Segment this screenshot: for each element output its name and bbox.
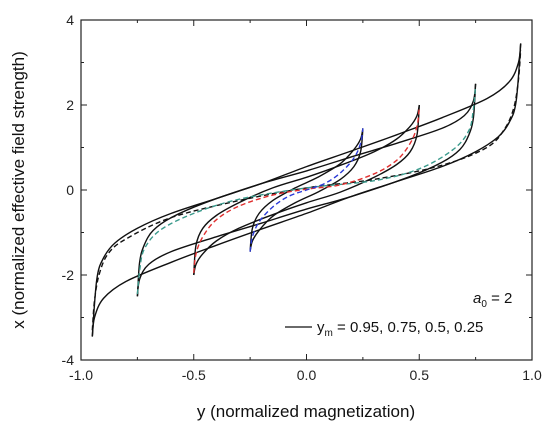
x-tick-label: 0.0	[297, 367, 317, 383]
loop-lower-ym-0_25	[249, 128, 364, 252]
x-tick-label: 0.5	[410, 367, 430, 383]
y-tick-label: 0	[66, 182, 74, 198]
x-axis-label: y (normalized magnetization)	[197, 402, 415, 421]
y-axis-label: x (normalized effective field strength)	[9, 51, 28, 328]
loop-lower-ym-0_95	[91, 43, 522, 337]
dashed-curve-3	[193, 107, 420, 273]
loop-upper-ym-0_25	[249, 128, 364, 252]
y-tick-label: 4	[66, 12, 74, 28]
x-tick-label: -0.5	[182, 367, 206, 383]
legend: a0 = 2 ym = 0.95, 0.75, 0.5, 0.25	[285, 290, 512, 339]
legend-param-label: a0 = 2	[473, 290, 512, 310]
x-tick-label: 1.0	[522, 367, 542, 383]
loop-lower-ym-0_5	[193, 104, 420, 276]
ticks-layer: -1.0 -0.5 0.0 0.5 1.0 -4 -2 0 2 4	[62, 12, 542, 383]
dashed-curve-2	[136, 85, 477, 295]
y-tick-label: 2	[66, 97, 74, 113]
dashed-curve-4	[249, 128, 364, 252]
loop-upper-ym-0_95	[91, 43, 522, 337]
curves-layer	[91, 43, 522, 337]
loop-upper-ym-0_75	[136, 83, 477, 297]
legend-series-label: ym = 0.95, 0.75, 0.5, 0.25	[317, 319, 483, 339]
y-tick-label: -2	[62, 267, 75, 283]
x-tick-label: -1.0	[69, 367, 93, 383]
y-tick-label: -4	[62, 352, 75, 368]
loop-upper-ym-0_5	[193, 104, 420, 276]
loop-lower-ym-0_75	[136, 83, 477, 297]
